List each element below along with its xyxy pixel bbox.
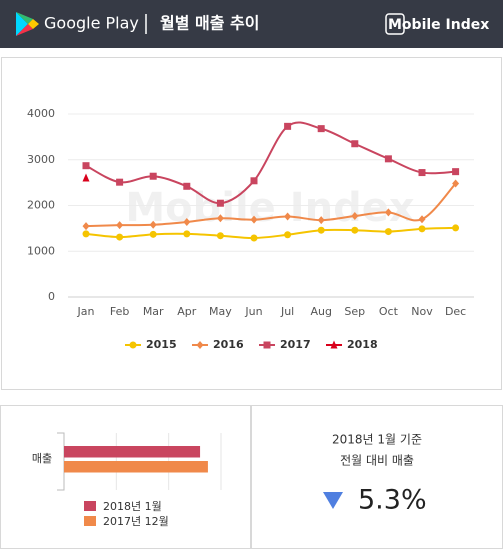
legend-label: 2018 bbox=[347, 338, 378, 351]
x-tick-label: Nov bbox=[411, 305, 433, 318]
header-title: 월별 매출 추이 bbox=[160, 14, 259, 33]
point bbox=[284, 212, 292, 221]
down-arrow bbox=[323, 492, 343, 509]
point bbox=[317, 226, 325, 234]
summary-line1: 2018년 1월 기준 bbox=[332, 433, 422, 447]
point bbox=[418, 215, 426, 224]
x-tick-label: Oct bbox=[379, 305, 399, 318]
y-tick-label: 0 bbox=[48, 290, 55, 303]
legend-label: 2015 bbox=[146, 338, 177, 351]
point bbox=[250, 177, 258, 185]
legend-label: 2017년 12월 bbox=[103, 515, 169, 528]
legend-marker bbox=[263, 341, 271, 349]
point bbox=[183, 230, 191, 238]
bar bbox=[64, 446, 201, 458]
category-label: 매출 bbox=[32, 452, 52, 465]
point bbox=[384, 228, 392, 236]
x-tick-label: Jul bbox=[280, 305, 294, 318]
y-tick-label: 4000 bbox=[27, 107, 55, 120]
point bbox=[317, 216, 325, 225]
point bbox=[216, 214, 224, 223]
point bbox=[284, 231, 292, 239]
change-value: 5.3% bbox=[358, 485, 427, 516]
point bbox=[418, 169, 426, 177]
legend-label: 2018년 1월 bbox=[103, 500, 162, 513]
x-tick-label: Jan bbox=[77, 305, 95, 318]
point bbox=[250, 234, 258, 242]
y-tick-label: 3000 bbox=[27, 153, 55, 166]
y-tick-label: 1000 bbox=[27, 244, 55, 257]
point bbox=[418, 225, 426, 233]
y-tick-label: 2000 bbox=[27, 199, 55, 212]
point bbox=[284, 122, 292, 130]
point bbox=[82, 230, 90, 238]
legend-swatch bbox=[84, 516, 96, 526]
point bbox=[116, 178, 124, 186]
point bbox=[452, 168, 460, 176]
point bbox=[351, 212, 359, 221]
point bbox=[452, 179, 460, 188]
legend-marker bbox=[129, 341, 137, 349]
point bbox=[351, 140, 359, 148]
point bbox=[116, 221, 124, 230]
brand: Google Play bbox=[44, 14, 139, 33]
x-tick-label: Jun bbox=[244, 305, 262, 318]
summary-panel bbox=[251, 405, 503, 549]
legend-marker bbox=[196, 341, 204, 349]
point bbox=[183, 182, 191, 190]
point bbox=[384, 155, 392, 163]
point bbox=[82, 173, 90, 182]
x-tick-label: Apr bbox=[177, 305, 197, 318]
x-tick-label: Mar bbox=[143, 305, 164, 318]
point bbox=[149, 172, 157, 180]
x-tick-label: Dec bbox=[445, 305, 466, 318]
point bbox=[116, 233, 124, 241]
x-tick-label: Aug bbox=[310, 305, 331, 318]
point bbox=[149, 220, 157, 229]
point bbox=[216, 232, 224, 240]
legend-swatch bbox=[84, 501, 96, 511]
point bbox=[452, 224, 460, 232]
header-bar bbox=[0, 0, 503, 48]
bar-panel bbox=[0, 405, 251, 549]
legend-marker bbox=[330, 340, 338, 349]
point bbox=[82, 162, 90, 170]
point bbox=[317, 125, 325, 133]
point bbox=[384, 208, 392, 217]
play-icon bbox=[16, 12, 39, 36]
summary-line2: 전월 대비 매출 bbox=[340, 454, 414, 468]
x-tick-label: May bbox=[209, 305, 232, 318]
x-tick-label: Feb bbox=[110, 305, 129, 318]
legend-label: 2016 bbox=[213, 338, 244, 351]
point bbox=[250, 215, 258, 224]
legend-label: 2017 bbox=[280, 338, 311, 351]
point bbox=[183, 217, 191, 226]
point bbox=[82, 222, 90, 231]
point bbox=[216, 199, 224, 207]
x-tick-label: Sep bbox=[344, 305, 365, 318]
point bbox=[149, 230, 157, 238]
logo-box bbox=[385, 13, 405, 35]
point bbox=[351, 226, 359, 234]
bar bbox=[64, 461, 208, 473]
logo: Mobile Index bbox=[388, 17, 489, 33]
